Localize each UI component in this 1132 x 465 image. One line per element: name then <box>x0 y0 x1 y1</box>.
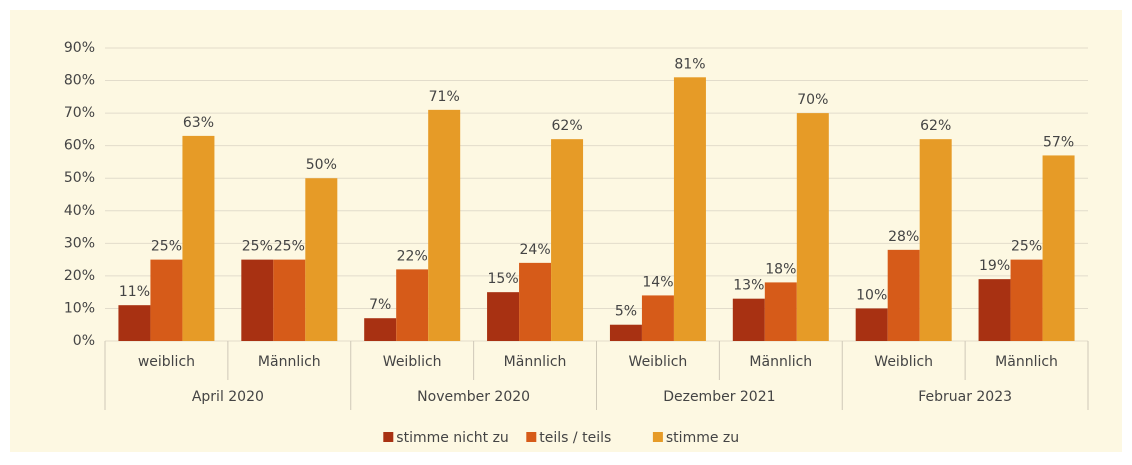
x-tick-label: Weiblich <box>629 354 688 370</box>
data-label: 25% <box>242 239 273 255</box>
x-tick-label: Männlich <box>749 354 812 370</box>
data-label: 5% <box>615 304 637 320</box>
data-label: 25% <box>1011 239 1042 255</box>
data-label: 62% <box>552 118 583 134</box>
legend-label: stimme zu <box>666 430 739 446</box>
data-label: 14% <box>642 274 673 290</box>
y-tick-label: 0% <box>73 333 95 349</box>
y-tick-label: 40% <box>64 203 95 219</box>
bar <box>641 295 674 341</box>
legend-marker <box>383 432 394 442</box>
bar <box>118 305 151 341</box>
group-label: Februar 2023 <box>918 389 1012 405</box>
x-tick-label: Weiblich <box>383 354 442 370</box>
data-label: 25% <box>274 239 305 255</box>
data-label: 50% <box>306 157 337 173</box>
bar <box>855 308 888 341</box>
data-label: 63% <box>183 115 214 131</box>
bar <box>150 259 183 341</box>
bar <box>364 318 397 341</box>
bar <box>551 139 584 341</box>
group-label: April 2020 <box>192 389 264 405</box>
y-tick-label: 60% <box>64 138 95 154</box>
y-tick-label: 80% <box>64 73 95 89</box>
data-label: 15% <box>488 271 519 287</box>
bar <box>241 259 274 341</box>
data-label: 24% <box>520 242 551 258</box>
data-label: 57% <box>1043 134 1074 150</box>
legend-label: teils / teils <box>539 430 611 446</box>
x-tick-label: Männlich <box>995 354 1058 370</box>
bar <box>609 324 642 341</box>
data-label: 10% <box>856 287 887 303</box>
data-label: 18% <box>765 261 796 277</box>
x-tick-label: Weiblich <box>874 354 933 370</box>
bar <box>1010 259 1043 341</box>
x-tick-label: Männlich <box>504 354 567 370</box>
group-label: November 2020 <box>417 389 530 405</box>
data-label: 62% <box>920 118 951 134</box>
bar <box>764 282 797 341</box>
data-label: 28% <box>888 229 919 245</box>
bar <box>487 292 520 341</box>
y-tick-label: 90% <box>64 40 95 56</box>
bar <box>1042 155 1075 341</box>
y-tick-label: 10% <box>64 300 95 316</box>
legend-label: stimme nicht zu <box>396 430 509 446</box>
bar <box>919 139 952 341</box>
bar <box>273 259 306 341</box>
data-label: 71% <box>429 89 460 105</box>
data-label: 25% <box>151 239 182 255</box>
data-label: 7% <box>369 297 391 313</box>
y-tick-label: 20% <box>64 268 95 284</box>
y-tick-label: 50% <box>64 170 95 186</box>
x-tick-label: weiblich <box>138 354 195 370</box>
data-label: 81% <box>674 56 705 72</box>
y-tick-label: 70% <box>64 105 95 121</box>
bar <box>428 109 461 341</box>
y-tick-label: 30% <box>64 235 95 251</box>
data-label: 13% <box>733 278 764 294</box>
bar <box>732 298 765 341</box>
bar <box>796 113 829 341</box>
bar <box>396 269 429 341</box>
data-label: 11% <box>119 284 150 300</box>
x-tick-label: Männlich <box>258 354 321 370</box>
bar <box>182 135 215 341</box>
data-label: 70% <box>797 92 828 108</box>
legend-marker <box>652 432 663 442</box>
data-label: 19% <box>979 258 1010 274</box>
data-label: 22% <box>397 248 428 264</box>
group-label: Dezember 2021 <box>663 389 775 405</box>
bar <box>519 262 552 341</box>
bar <box>978 279 1011 341</box>
bar <box>887 249 920 341</box>
bar <box>673 77 706 342</box>
legend-marker <box>526 432 537 442</box>
bar <box>305 178 338 341</box>
